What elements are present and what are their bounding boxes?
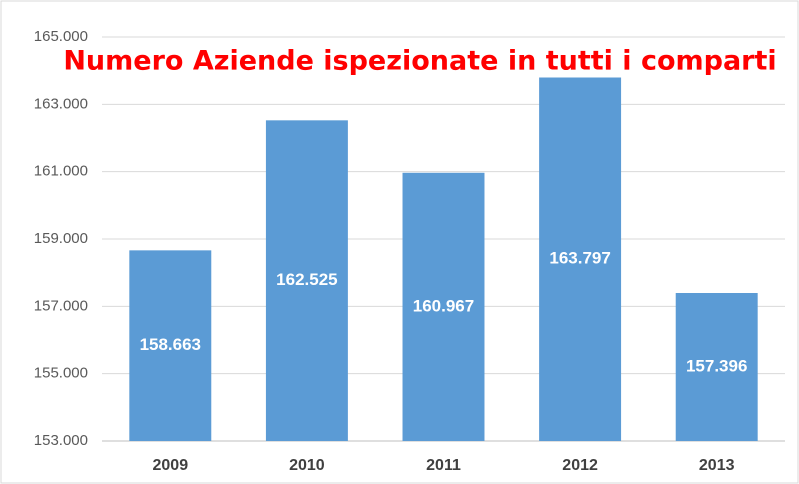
x-tick-label: 2009: [153, 457, 189, 474]
value-label: 158.663: [140, 335, 201, 354]
y-tick-label: 159.000: [34, 230, 88, 247]
value-label: 160.967: [413, 296, 474, 315]
bar: [402, 172, 485, 442]
y-tick-label: 153.000: [34, 432, 88, 449]
bar: [675, 293, 758, 441]
y-tick-label: 161.000: [34, 163, 88, 180]
y-tick-label: 157.000: [34, 297, 88, 314]
x-tick-label: 2010: [289, 457, 325, 474]
value-label: 162.525: [276, 270, 337, 289]
bar: [265, 120, 348, 441]
value-label: 157.396: [686, 356, 747, 375]
chart-title: Numero Aziende ispezionate in tutti i co…: [63, 46, 776, 77]
value-label: 163.797: [549, 249, 610, 268]
x-tick-label: 2011: [426, 457, 461, 474]
y-tick-label: 165.000: [34, 28, 88, 45]
y-tick-label: 163.000: [34, 95, 88, 112]
bar: [539, 77, 622, 441]
x-tick-label: 2012: [562, 457, 598, 474]
grid: 153.000 155.000 157.000 159.000 161.000 163.0…: [34, 28, 785, 449]
x-tick-label: 2013: [699, 457, 735, 474]
bar: [129, 250, 212, 441]
y-tick-label: 155.000: [34, 365, 88, 382]
marks: 2009 158.663 2010 162.525 2011 160.967 2012 163…: [129, 77, 758, 474]
